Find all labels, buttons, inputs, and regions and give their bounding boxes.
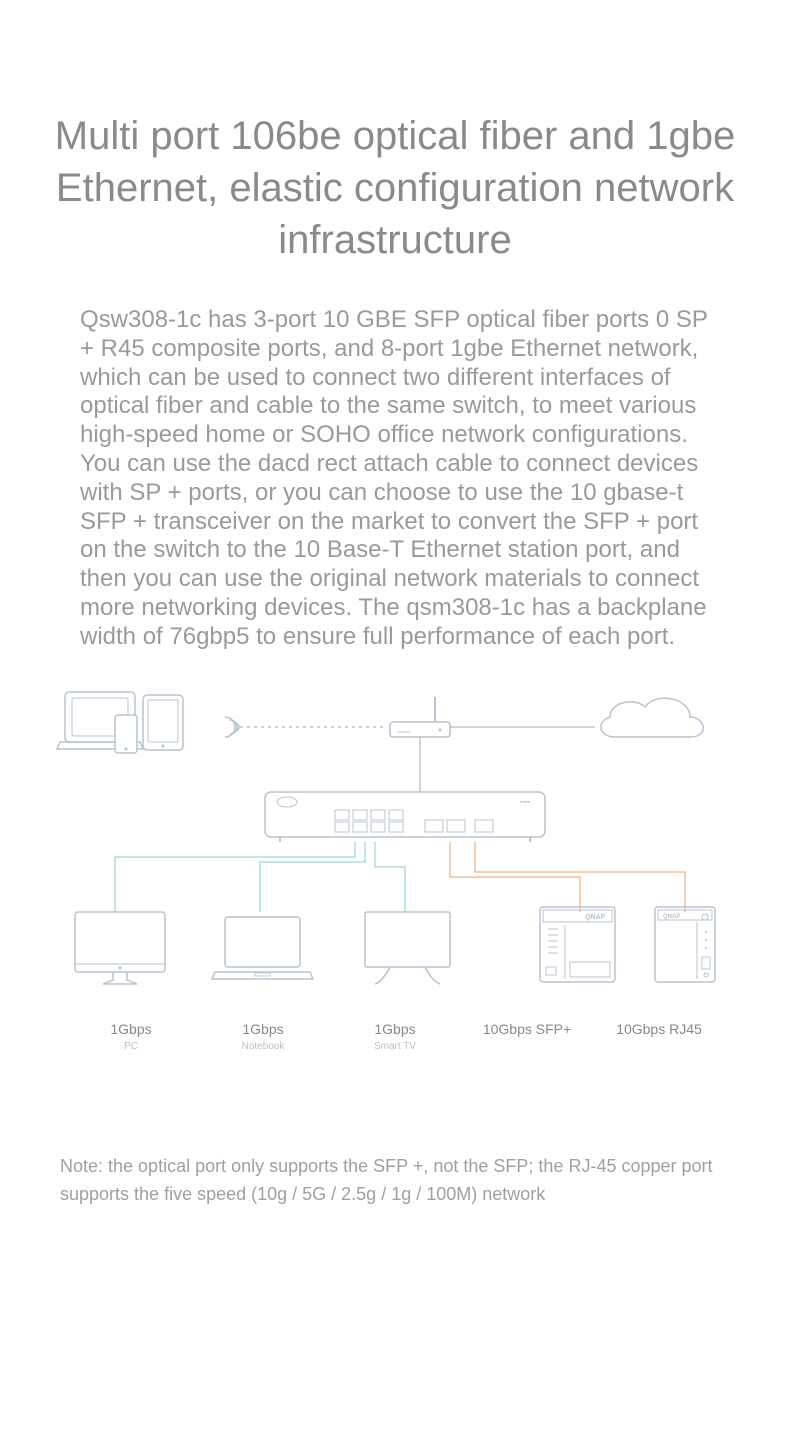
device-label: 10Gbps SFP+: [461, 1021, 593, 1052]
note-text: Note: the optical port only supports the…: [0, 1052, 790, 1210]
svg-text:QNAP: QNAP: [663, 914, 680, 920]
device-label: 1GbpsSmart TV: [329, 1021, 461, 1052]
device-label: 1GbpsNotebook: [197, 1021, 329, 1052]
svg-text:QNAP: QNAP: [585, 914, 606, 921]
page-title: Multi port 106be optical fiber and 1gbe …: [0, 0, 790, 266]
svg-text:▪▪▪▪: ▪▪▪▪: [520, 799, 530, 806]
device-label: 10Gbps RJ45: [593, 1021, 725, 1052]
network-diagram: ▪▪▪▪ QNAP QNAP 1GbpsPC1GbpsNotebook1GbpsSm…: [55, 682, 735, 1052]
device-label: 1GbpsPC: [65, 1021, 197, 1052]
body-paragraph: Qsw308-1c has 3-port 10 GBE SFP optical …: [0, 266, 790, 652]
